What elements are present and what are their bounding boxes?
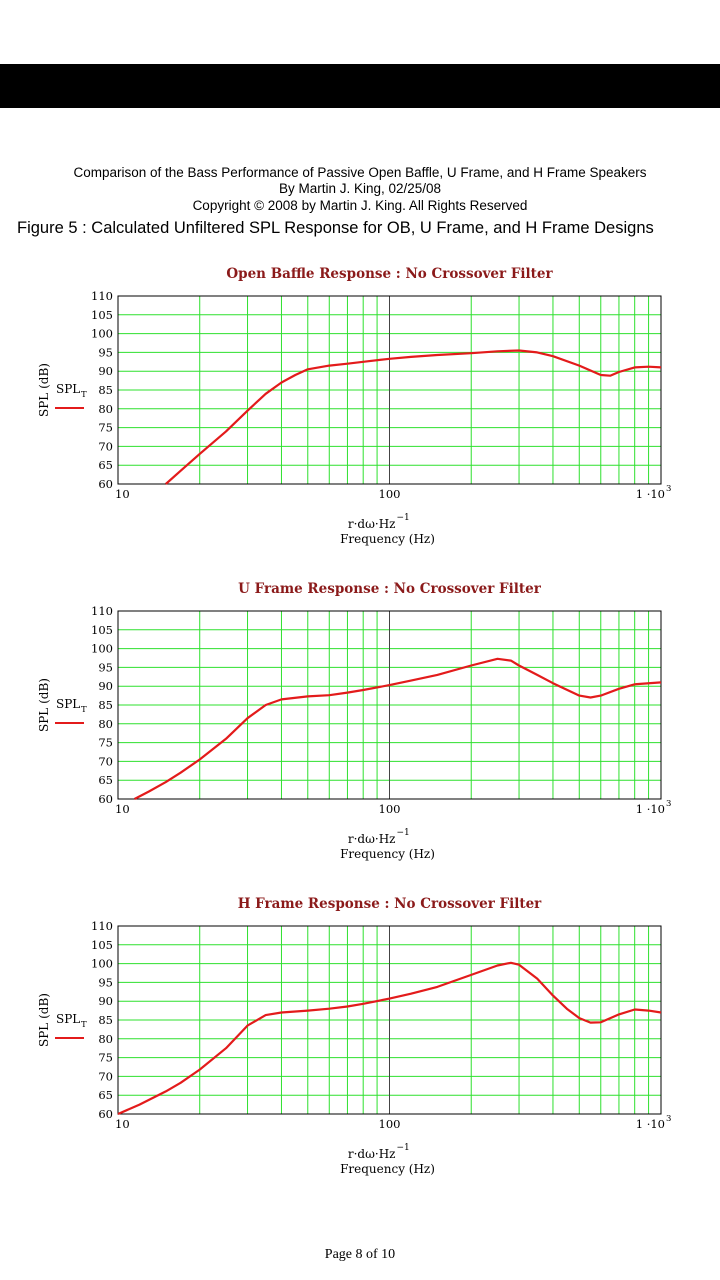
y-tick-label: 75 [98, 421, 113, 435]
y-tick-label: 65 [98, 773, 113, 787]
series-line-spl [133, 657, 662, 800]
grid [118, 925, 661, 1115]
y-tick-label: 70 [98, 439, 113, 453]
y-tick-label: 65 [98, 458, 113, 472]
x-tick-label: 1 ·10 [636, 1117, 665, 1131]
y-tick-label: 80 [98, 1032, 113, 1046]
y-tick-label: 85 [98, 1013, 113, 1027]
y-tick-label: 95 [98, 660, 113, 674]
x-axis-label: r·dω·Hz [348, 1147, 396, 1161]
x-axis-label-exponent: −1 [397, 1143, 410, 1153]
plot-frame [117, 610, 662, 800]
x-tick-label: 10 [115, 1117, 130, 1131]
y-tick-label: 85 [98, 383, 113, 397]
y-tick-label: 70 [98, 754, 113, 768]
page-number: Page 8 of 10 [324, 1247, 396, 1262]
y-tick-label: 105 [91, 623, 113, 637]
legend-label: SPL [56, 697, 80, 711]
y-tick-label: 75 [98, 736, 113, 750]
y-tick-label: 110 [91, 604, 113, 618]
chart-title: H Frame Response : No Crossover Filter [238, 896, 542, 912]
legend-label: SPL [56, 1012, 80, 1026]
grid [118, 295, 661, 485]
x-tick-exponent: 3 [666, 1114, 671, 1124]
y-tick-label: 100 [91, 642, 113, 656]
y-tick-label: 100 [91, 957, 113, 971]
y-axis-label: SPL (dB) [37, 993, 51, 1047]
chart-svg: U Frame Response : No Crossover Filter 60… [37, 581, 671, 861]
x-axis-label-exponent: −1 [397, 828, 410, 838]
x-tick-exponent: 3 [666, 799, 671, 809]
chart-title: U Frame Response : No Crossover Filter [238, 581, 542, 597]
header-author: By Martin J. King, 02/25/08 [278, 181, 442, 196]
header-copyright: Copyright © 2008 by Martin J. King. All … [192, 198, 528, 213]
legend-label-subscript: T [81, 1020, 87, 1030]
y-tick-label: 80 [98, 402, 113, 416]
chart-open-baffle: Open Baffle Response : No Crossover Filt… [0, 262, 720, 562]
plot-frame [117, 295, 662, 485]
chart-title: Open Baffle Response : No Crossover Filt… [226, 266, 553, 282]
series-line-spl [117, 961, 662, 1116]
x-tick-label: 1 ·10 [636, 487, 665, 501]
y-tick-label: 110 [91, 919, 113, 933]
x-tick-label: 10 [115, 487, 130, 501]
legend-label-subscript: T [81, 390, 87, 400]
x-axis-label: r·dω·Hz [348, 832, 396, 846]
x-tick-label: 10 [115, 802, 130, 816]
y-axis-label: SPL (dB) [37, 363, 51, 417]
figure-caption: Figure 5 : Calculated Unfiltered SPL Res… [17, 219, 654, 237]
legend-label-subscript: T [81, 705, 87, 715]
x-tick-exponent: 3 [666, 484, 671, 494]
x-axis-label-exponent: −1 [397, 513, 410, 523]
y-tick-label: 60 [98, 1107, 113, 1121]
header-title: Comparison of the Bass Performance of Pa… [73, 165, 647, 180]
x-tick-label: 100 [379, 1117, 401, 1131]
x-tick-label: 100 [379, 802, 401, 816]
x-tick-label: 100 [379, 487, 401, 501]
y-tick-label: 85 [98, 698, 113, 712]
chart-svg: H Frame Response : No Crossover Filter 60… [37, 896, 671, 1176]
top-black-bar [0, 64, 720, 108]
y-tick-label: 80 [98, 717, 113, 731]
chart-h-frame: H Frame Response : No Crossover Filter 60… [0, 892, 720, 1192]
chart-u-frame: U Frame Response : No Crossover Filter 60… [0, 577, 720, 877]
chart-svg: Open Baffle Response : No Crossover Filt… [37, 266, 671, 546]
y-tick-label: 90 [98, 994, 113, 1008]
x-axis-title: Frequency (Hz) [340, 532, 435, 546]
grid [118, 610, 661, 800]
x-axis-title: Frequency (Hz) [340, 1162, 435, 1176]
y-tick-label: 110 [91, 289, 113, 303]
y-tick-label: 100 [91, 327, 113, 341]
y-tick-label: 70 [98, 1069, 113, 1083]
legend-label: SPL [56, 382, 80, 396]
y-tick-label: 105 [91, 938, 113, 952]
y-tick-label: 75 [98, 1051, 113, 1065]
y-tick-label: 95 [98, 345, 113, 359]
x-tick-label: 1 ·10 [636, 802, 665, 816]
plot-frame [117, 925, 662, 1115]
y-tick-label: 60 [98, 792, 113, 806]
y-tick-label: 95 [98, 975, 113, 989]
x-axis-label: r·dω·Hz [348, 517, 396, 531]
y-tick-label: 90 [98, 679, 113, 693]
x-axis-title: Frequency (Hz) [340, 847, 435, 861]
y-axis-label: SPL (dB) [37, 678, 51, 732]
y-tick-label: 105 [91, 308, 113, 322]
series-line-spl [165, 349, 662, 485]
y-tick-label: 65 [98, 1088, 113, 1102]
y-tick-label: 60 [98, 477, 113, 491]
y-tick-label: 90 [98, 364, 113, 378]
